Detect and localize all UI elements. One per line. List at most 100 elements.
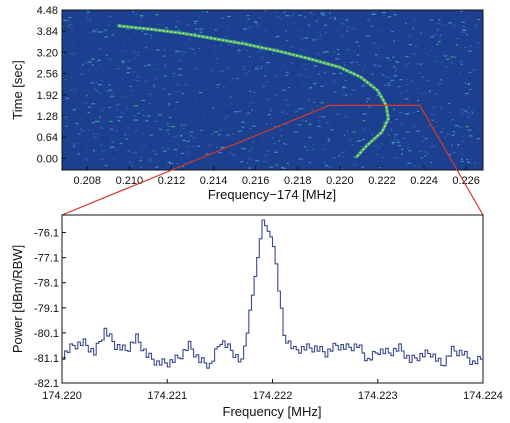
noise-speck [396,141,401,143]
noise-speck [86,10,89,12]
noise-speck [375,64,380,67]
noise-speck [110,96,113,98]
noise-speck [86,95,88,97]
noise-speck [86,17,89,19]
noise-speck [220,44,222,46]
noise-speck [281,45,283,48]
noise-speck [212,70,215,72]
noise-speck [426,79,431,81]
noise-speck [397,86,402,88]
noise-speck [261,86,265,88]
noise-speck [195,28,198,30]
noise-speck [97,31,102,33]
noise-speck [406,147,410,149]
noise-speck [447,102,451,104]
noise-speck [411,80,413,82]
noise-speck [133,57,138,59]
power-y-axis-label: Power [dBm/RBW] [10,245,25,353]
noise-speck [343,61,346,63]
noise-speck [450,62,454,64]
noise-speck [115,68,120,70]
noise-speck [300,30,303,32]
noise-speck [280,129,284,131]
noise-speck [148,102,151,104]
noise-speck [398,112,403,114]
noise-speck [272,53,274,55]
y-tick-label: -82.1 [34,378,59,390]
noise-speck [393,75,398,77]
noise-speck [477,42,481,44]
noise-speck [440,131,443,133]
noise-speck [150,34,152,36]
noise-speck [242,48,244,50]
noise-speck [395,70,397,72]
noise-speck [306,75,309,78]
noise-speck [419,63,423,65]
noise-speck [107,90,110,92]
noise-speck [305,120,308,122]
noise-speck [288,15,292,17]
noise-speck [177,29,180,31]
x-tick-label: 0.216 [242,175,270,187]
noise-speck [320,102,324,104]
noise-speck [269,108,273,110]
noise-speck [476,138,480,140]
noise-speck [124,134,126,136]
noise-speck [99,64,101,66]
noise-speck [237,51,240,53]
noise-speck [396,60,397,62]
noise-speck [77,153,81,155]
noise-speck [453,151,456,153]
noise-speck [436,43,439,46]
power-x-ticks: 174.220 174.221 174.222 174.223 174.224 [42,379,503,402]
noise-speck [409,78,412,80]
noise-speck [253,21,257,23]
noise-speck [334,18,337,20]
noise-speck [313,65,318,67]
noise-speck [458,97,460,99]
noise-speck [359,23,361,25]
noise-speck [137,76,141,78]
noise-speck [128,127,130,129]
noise-speck [460,10,463,12]
noise-speck [152,86,156,88]
noise-speck [186,24,189,26]
noise-speck [214,131,218,133]
noise-speck [441,127,445,129]
noise-speck [466,34,468,36]
noise-speck [421,140,425,142]
noise-speck [400,123,404,125]
noise-speck [398,145,401,147]
noise-speck [387,59,392,61]
noise-speck [390,129,392,131]
noise-speck [319,34,322,36]
noise-speck [467,107,471,109]
noise-speck [350,28,355,30]
noise-speck [321,116,326,118]
noise-speck [134,115,137,117]
noise-speck [330,17,332,19]
noise-speck [264,10,267,12]
noise-speck [286,71,289,73]
noise-speck [95,81,99,83]
noise-speck [72,109,76,111]
noise-speck [264,68,267,70]
noise-speck [256,103,260,105]
noise-speck [324,24,327,26]
noise-speck [408,44,412,46]
noise-speck [108,106,111,109]
noise-speck [385,76,390,78]
noise-speck [449,55,451,57]
noise-speck [346,130,348,132]
noise-speck [316,53,321,55]
noise-speck [174,26,178,28]
noise-speck [395,119,398,121]
noise-speck [412,111,416,114]
noise-speck [129,89,133,91]
noise-speck [98,84,102,86]
noise-speck [175,50,179,52]
noise-speck [163,150,167,152]
noise-speck [229,151,232,153]
noise-speck [287,23,289,25]
noise-speck [443,55,448,57]
